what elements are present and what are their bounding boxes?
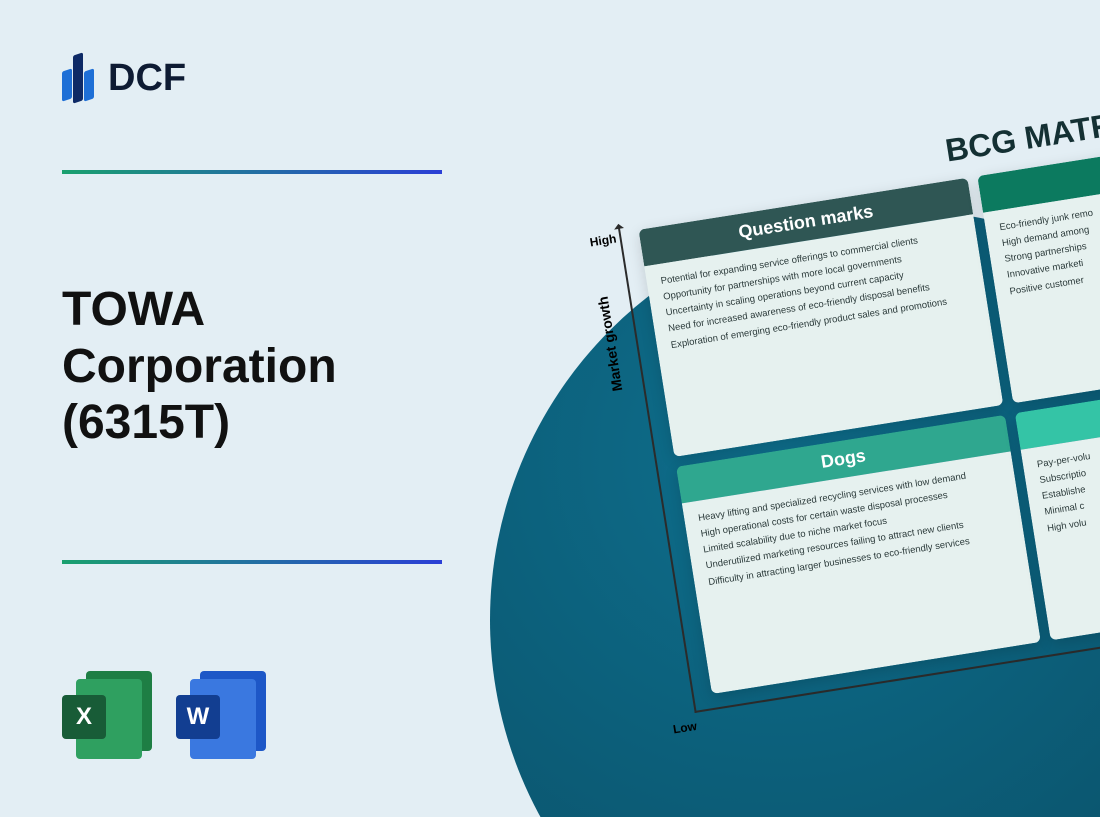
excel-badge: X: [62, 695, 106, 739]
excel-icon: X: [62, 671, 152, 761]
divider-bottom: [62, 560, 442, 564]
app-icons: X W: [62, 671, 266, 761]
word-badge: W: [176, 695, 220, 739]
logo-bars-icon: [62, 50, 96, 106]
title-line-2: Corporation: [62, 339, 337, 396]
word-icon: W: [176, 671, 266, 761]
y-tick-high: High: [589, 231, 618, 249]
y-tick-low: Low: [672, 719, 698, 737]
logo-text: DCF: [108, 57, 186, 100]
quadrant-dogs: DogsHeavy lifting and specialized recycl…: [676, 415, 1041, 694]
page-title: TOWA Corporation (6315T): [62, 282, 337, 452]
matrix-grid: Question marksPotential for expanding se…: [638, 124, 1100, 694]
divider-top: [62, 170, 442, 174]
title-line-3: (6315T): [62, 395, 337, 452]
logo: DCF: [62, 50, 186, 106]
left-column: DCF TOWA Corporation (6315T) X W: [62, 0, 532, 817]
bcg-matrix: BCG MATRIX Market growth Market share Hi…: [588, 90, 1100, 746]
canvas: DCF TOWA Corporation (6315T) X W BCG MAT…: [0, 0, 1100, 817]
quadrant-question_marks: Question marksPotential for expanding se…: [638, 178, 1003, 457]
title-line-1: TOWA: [62, 282, 337, 339]
